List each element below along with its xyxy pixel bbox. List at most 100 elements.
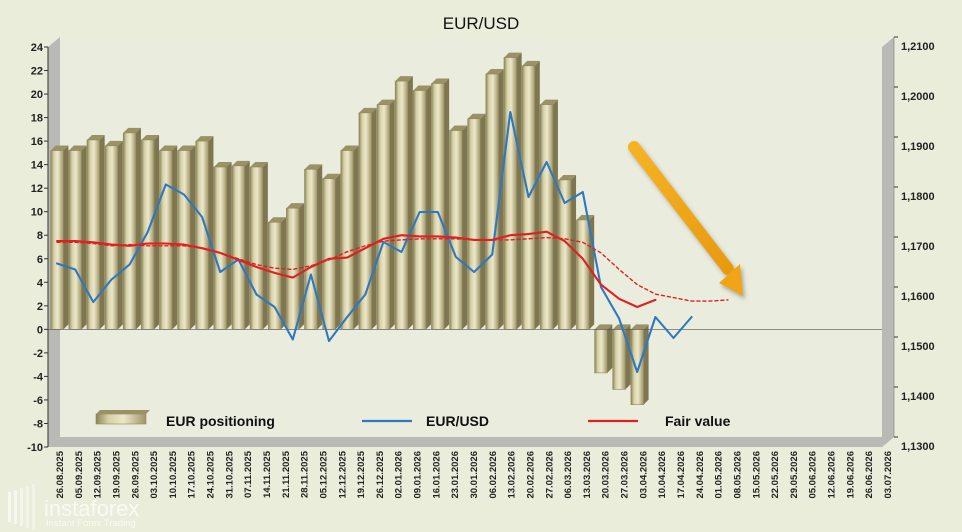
x-tick-label: 03.07.2026 <box>883 451 894 499</box>
bar-top <box>558 174 577 180</box>
x-tick-label: 31.10.2025 <box>224 450 235 498</box>
y-left-tick-label: 4 <box>37 277 44 289</box>
bar-front <box>340 150 354 330</box>
x-tick-label: 13.03.2026 <box>582 451 593 499</box>
bar-eur-positioning <box>286 203 305 330</box>
x-tick-label: 07.11.2025 <box>243 450 254 498</box>
bar-eur-positioning <box>394 76 413 330</box>
bar-side <box>353 145 359 330</box>
bar-side <box>81 145 87 330</box>
bar-front <box>376 104 391 330</box>
bar-front <box>539 104 554 330</box>
bar-top <box>395 76 413 82</box>
legend-label: Fair value <box>665 413 731 429</box>
x-tick-label: 17.04.2026 <box>676 451 687 499</box>
series-line-eur-usd <box>56 110 693 374</box>
y-left-tick-label: 18 <box>31 113 43 125</box>
x-tick-label: 28.11.2025 <box>300 450 311 498</box>
bar-side <box>317 164 323 330</box>
bar-eur-positioning <box>358 107 377 330</box>
bar-top <box>467 113 486 119</box>
bar-front <box>122 132 137 330</box>
bar-side <box>226 162 232 330</box>
bar-eur-positioning <box>122 127 141 330</box>
bar-top <box>431 78 450 84</box>
legend-item: EUR positioning <box>95 410 275 429</box>
bar-side <box>190 145 196 330</box>
bar-eur-positioning <box>558 174 577 330</box>
y-left-tick-label: -10 <box>27 442 43 454</box>
bar-side <box>117 140 123 330</box>
watermark-tagline: Instant Forex Trading <box>46 518 136 529</box>
logo-bar <box>32 484 35 530</box>
x-tick-label: 24.04.2026 <box>695 451 706 499</box>
y-left-tick-label: -4 <box>33 371 44 383</box>
y-right-tick-label: 1,1400 <box>901 391 935 403</box>
x-tick-label: 09.01.2026 <box>413 451 424 499</box>
arrow-head <box>719 264 743 296</box>
bar-side <box>172 145 178 330</box>
y-left-tick-label: 20 <box>31 89 43 101</box>
bar-eur-positioning <box>431 78 450 330</box>
y-right-tick-label: 1,1800 <box>901 191 935 203</box>
bar-front <box>358 112 372 330</box>
plot-right-wall <box>882 37 894 447</box>
bar-side <box>335 173 341 330</box>
bar-side <box>262 162 268 330</box>
forecast-arrow-icon <box>628 141 743 296</box>
bar-front <box>213 166 227 330</box>
x-tick-label: 27.03.2026 <box>620 451 631 499</box>
bar-top <box>50 145 69 151</box>
x-tick-label: 30.01.2026 <box>469 451 480 499</box>
watermark-brand: instaforex <box>44 496 139 521</box>
bar-side <box>208 136 214 330</box>
bar-eur-positioning <box>413 85 432 330</box>
bar-front <box>177 150 191 330</box>
x-tick-label: 12.09.2025 <box>93 450 104 498</box>
bar-top <box>177 145 196 151</box>
y-right-tick-label: 1,1500 <box>901 341 935 353</box>
bar-eur-positioning <box>159 145 178 330</box>
x-tick-label: 19.09.2025 <box>111 450 122 498</box>
arrow-shaft <box>628 141 734 275</box>
bar-eur-positioning <box>322 173 341 330</box>
bar-top <box>195 136 214 142</box>
bar-top <box>449 125 468 131</box>
y-left-tick-label: 2 <box>37 301 43 313</box>
logo-bar <box>26 486 29 528</box>
x-tick-label: 12.12.2025 <box>337 450 348 498</box>
bar-front <box>304 169 318 330</box>
bar-eur-positioning <box>104 140 123 330</box>
bar-front <box>576 219 590 330</box>
bar-side <box>99 134 105 330</box>
bar-top <box>141 134 160 140</box>
y-right-tick-label: 1,2100 <box>901 41 935 53</box>
bar-top <box>268 217 286 223</box>
x-tick-label: 17.10.2025 <box>187 450 198 498</box>
bar-top <box>286 203 305 209</box>
bar-top <box>522 60 540 66</box>
y-left-tick-label: -2 <box>33 348 43 360</box>
bar-side <box>462 125 468 330</box>
bar-eur-positioning <box>249 162 268 330</box>
bar-top <box>105 140 123 146</box>
y-left-tick-label: -6 <box>33 395 43 407</box>
bar-side <box>534 60 540 330</box>
x-tick-label: 26.08.2025 <box>55 450 66 498</box>
legend-item: EUR/USD <box>362 413 489 429</box>
y-right-tick-label: 1,1300 <box>901 441 935 453</box>
bar-eur-positioning <box>195 136 214 330</box>
bar-side <box>498 69 504 330</box>
bar-top <box>358 107 377 113</box>
bar-side <box>571 174 577 330</box>
bar-front <box>50 150 64 330</box>
x-tick-label: 14.11.2025 <box>262 450 273 498</box>
x-tick-label: 27.02.2026 <box>544 451 555 499</box>
bar-front <box>630 329 644 405</box>
y-left-tick-label: 16 <box>31 136 43 148</box>
x-tick-label: 08.05.2026 <box>732 451 743 499</box>
x-tick-label: 29.05.2026 <box>789 451 800 499</box>
series-line-fair-value-forecast <box>56 236 729 302</box>
bar-front <box>195 140 209 330</box>
